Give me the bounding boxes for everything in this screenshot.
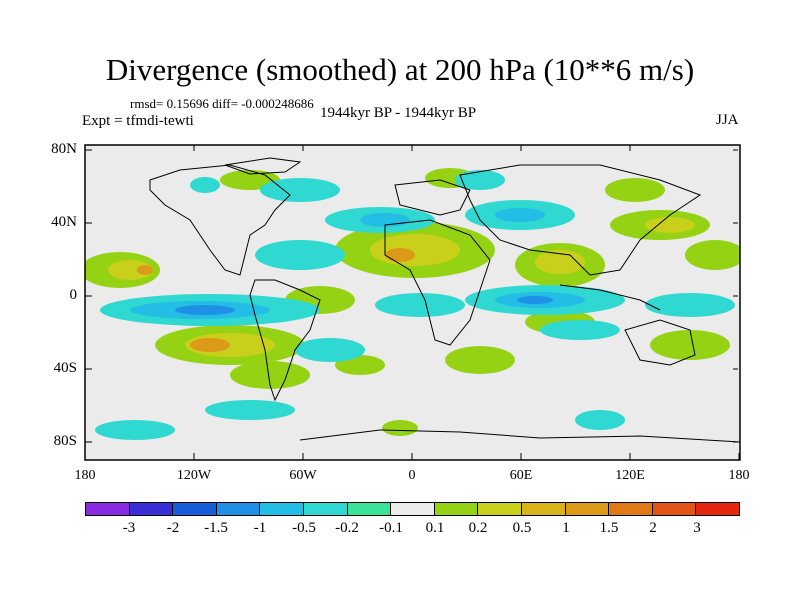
season-label: JJA bbox=[716, 112, 739, 128]
colorbar-label: 0.1 bbox=[425, 520, 445, 536]
x-axis-label-180w: 180 bbox=[74, 468, 96, 483]
colorbar-box bbox=[652, 503, 697, 515]
colorbar-label: 0.2 bbox=[468, 520, 488, 536]
colorbar-box bbox=[609, 503, 653, 515]
colorbar-box bbox=[434, 503, 479, 515]
axis-ticks bbox=[84, 145, 740, 460]
y-axis-label-40n: 40N bbox=[51, 214, 77, 230]
colorbar-box bbox=[521, 503, 566, 515]
x-axis-label-0: 0 bbox=[408, 468, 416, 483]
colorbar bbox=[85, 502, 740, 516]
colorbar-box bbox=[260, 503, 304, 515]
experiment-label: Expt = tfmdi-tewti bbox=[82, 113, 194, 129]
colorbar-label: -2 bbox=[166, 520, 180, 536]
colorbar-label: -1 bbox=[253, 520, 267, 536]
colorbar-box bbox=[391, 503, 435, 515]
colorbar-label: -3 bbox=[122, 520, 136, 536]
colorbar-label: 2 bbox=[649, 520, 657, 536]
colorbar-label: 1.5 bbox=[599, 520, 619, 536]
y-axis-label-0: 0 bbox=[69, 287, 78, 303]
y-axis-label-80s: 80S bbox=[53, 433, 77, 449]
colorbar-box bbox=[216, 503, 261, 515]
colorbar-box bbox=[565, 503, 610, 515]
colorbar-label: -1.5 bbox=[204, 520, 228, 536]
coastlines bbox=[149, 157, 740, 443]
colorbar-box bbox=[478, 503, 522, 515]
colorbar-label: 1 bbox=[562, 520, 570, 536]
x-axis-label-120w: 120W bbox=[176, 468, 212, 483]
x-axis-label-60w: 60W bbox=[289, 468, 317, 483]
x-axis-label-180e: 180 bbox=[728, 468, 750, 483]
colorbar-label: 3 bbox=[693, 520, 701, 536]
colorbar-box bbox=[696, 503, 739, 515]
colorbar-label: -0.5 bbox=[292, 520, 316, 536]
colorbar-box bbox=[303, 503, 348, 515]
colorbar-box bbox=[86, 503, 130, 515]
x-axis-label-120e: 120E bbox=[615, 468, 645, 483]
colorbar-box bbox=[129, 503, 174, 515]
colorbar-label: 0.5 bbox=[512, 520, 532, 536]
colorbar-box bbox=[347, 503, 392, 515]
colorbar-box bbox=[173, 503, 217, 515]
period-label: 1944kyr BP - 1944kyr BP bbox=[320, 105, 477, 121]
y-axis-label-80n: 80N bbox=[51, 141, 77, 157]
y-axis-label-40s: 40S bbox=[53, 360, 77, 376]
colorbar-label: -0.2 bbox=[335, 520, 359, 536]
divergence-field bbox=[85, 157, 740, 443]
x-axis-label-60e: 60E bbox=[509, 468, 533, 483]
colorbar-label: -0.1 bbox=[379, 520, 403, 536]
stats-label: rmsd= 0.15696 diff= -0.000248686 bbox=[130, 96, 314, 111]
chart-title: Divergence (smoothed) at 200 hPa (10**6 … bbox=[105, 52, 695, 87]
